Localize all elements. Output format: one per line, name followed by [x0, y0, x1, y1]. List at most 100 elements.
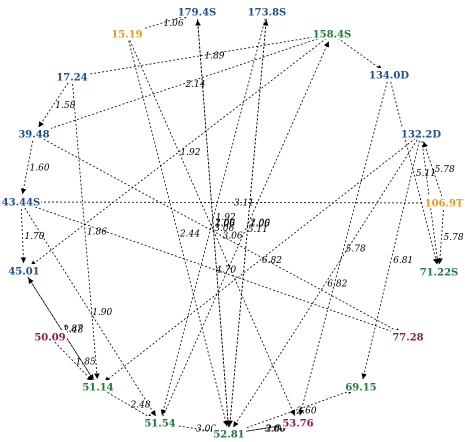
edge-n43_44S-n106_9T [27, 200, 437, 206]
node-n39_48[interactable]: 39.48 [17, 127, 51, 141]
edge-weight-label: 5.78 [346, 245, 366, 255]
edge-n17_24-n51_14 [72, 83, 100, 380]
edge-weight-label: 5.78 [444, 233, 464, 243]
node-n106_9T[interactable]: 106.9T [423, 196, 465, 210]
edge-weight-label: 2.44 [179, 230, 200, 240]
nodes-layer: 179.4S 173.8S 15.19 158.4S 17.24 134.0D 39.48 1… [0, 5, 465, 441]
node-n52_81[interactable]: 52.81 [212, 427, 246, 441]
edge-n52_81-n173_8S [229, 19, 269, 428]
edge-weight-label: 1.06 [215, 219, 235, 229]
edge-weight-label: 3.06 [223, 231, 243, 241]
node-label-background [143, 416, 177, 428]
node-label-background [311, 27, 353, 39]
node-n179_4S[interactable]: 179.4S [176, 5, 218, 19]
node-label: 179.4S [178, 8, 217, 19]
edge-n158_4S-n134_0D [337, 37, 383, 71]
edge-weight-label: 3.11 [234, 198, 254, 208]
node-label-background [33, 330, 67, 342]
edge-weight-label: 1.70 [24, 232, 44, 242]
node-label: 71.22S [420, 268, 459, 279]
edge-n15_19-n52_81 [128, 40, 229, 427]
edge-weight-label: 2.60 [296, 407, 317, 417]
node-n158_4S[interactable]: 158.4S [311, 27, 353, 41]
node-n51_14[interactable]: 51.14 [81, 380, 115, 394]
node-label: 17.24 [56, 73, 87, 84]
node-label: 39.48 [18, 130, 49, 141]
node-n173_8S[interactable]: 173.8S [246, 5, 288, 19]
node-label: 53.76 [282, 419, 313, 430]
edge-weight-label: 1.92 [180, 148, 200, 158]
edge-n106_9T-n71_22S [437, 209, 444, 265]
edge-weight-label: 3.06 [265, 425, 285, 435]
node-n43_44S[interactable]: 43.44S [0, 195, 42, 209]
node-label-background [423, 196, 465, 208]
node-n134_0D[interactable]: 134.0D [368, 68, 410, 82]
node-label-background [344, 380, 378, 392]
edge-n39_48-n43_44S [20, 140, 34, 195]
edge-n15_19-n53_76 [129, 40, 296, 416]
node-label-background [81, 380, 115, 392]
node-n69_15[interactable]: 69.15 [344, 380, 378, 394]
edge-n158_4S-n17_24 [79, 34, 326, 78]
node-label: 43.44S [2, 198, 41, 209]
node-label: 158.4S [313, 30, 352, 41]
node-n53_76[interactable]: 53.76 [281, 416, 315, 430]
edge-weight-label: 1.60 [30, 164, 50, 174]
edge-n17_24-n39_48 [38, 82, 69, 128]
edge-n132_2D-n71_22S [421, 140, 441, 265]
edge-n51_14-n45_01 [27, 277, 95, 382]
edge-n52_81-n179_4S [195, 19, 229, 428]
edge-n39_48-n77_28 [39, 136, 402, 334]
node-label: 132.2D [401, 130, 441, 141]
edge-weight-label: 2.48 [62, 325, 83, 335]
edge-weight-label: 2.60 [265, 424, 286, 434]
node-label-background [0, 195, 42, 207]
edge-weight-label: 5.78 [435, 165, 455, 175]
edge-n50_09-n51_14 [54, 341, 93, 382]
node-label-background [368, 68, 410, 80]
edge-n45_01-n51_14 [27, 276, 95, 381]
node-n17_24[interactable]: 17.24 [55, 70, 89, 84]
edge-weight-label: 1.87 [63, 325, 83, 335]
edge-weight-label: 4.70 [215, 265, 236, 275]
edge-n134_0D-n53_76 [298, 81, 388, 416]
node-label-background [176, 5, 218, 17]
node-n132_2D[interactable]: 132.2D [400, 127, 442, 141]
node-label-background [281, 416, 315, 428]
edge-weight-label: 2.48 [130, 401, 151, 411]
edge-n106_9T-n132_2D [422, 141, 443, 197]
node-label: 50.09 [34, 333, 65, 344]
edge-weight-label: 2.00 [249, 219, 270, 229]
node-n71_22S[interactable]: 71.22S [418, 265, 460, 279]
edge-weight-label: 6.82 [262, 256, 282, 266]
edge-n51_54-n158_4S [162, 41, 330, 417]
node-n50_09[interactable]: 50.09 [33, 330, 67, 344]
edge-weight-label: 3.06 [214, 224, 234, 234]
node-label-background [212, 427, 246, 439]
node-label-background [400, 127, 442, 139]
edge-n43_44S-n45_01 [20, 208, 27, 264]
edge-weight-label: 2.14 [184, 80, 205, 90]
node-label-background [7, 264, 41, 276]
edge-weight-label: 1.85 [76, 358, 96, 368]
edge-n43_44S-n51_54 [24, 207, 157, 417]
edge-weight-label: 6.81 [393, 256, 413, 266]
node-label: 173.8S [248, 8, 287, 19]
node-n15_19[interactable]: 15.19 [110, 27, 144, 41]
edge-weight-label: 5.11 [416, 169, 436, 179]
node-label-background [110, 27, 144, 39]
node-n45_01[interactable]: 45.01 [7, 264, 41, 278]
node-label: 45.01 [8, 267, 39, 278]
edge-weight-label: 1.92 [216, 213, 236, 223]
edge-weight-label: 5.11 [248, 225, 268, 235]
edge-n134_0D-n71_22S [390, 81, 439, 265]
edge-weight-label: 2.00 [214, 219, 235, 229]
edge-weight-label: 1.06 [164, 19, 184, 29]
edge-n132_2D-n51_14 [104, 138, 416, 383]
node-label: 52.81 [213, 430, 244, 441]
node-n51_54[interactable]: 51.54 [143, 416, 177, 430]
edge-weight-label: 1.58 [55, 101, 75, 111]
edge-n132_2D-n69_15 [361, 140, 420, 380]
node-n77_28[interactable]: 77.28 [391, 330, 425, 344]
edge-weight-label: 1.90 [92, 308, 112, 318]
